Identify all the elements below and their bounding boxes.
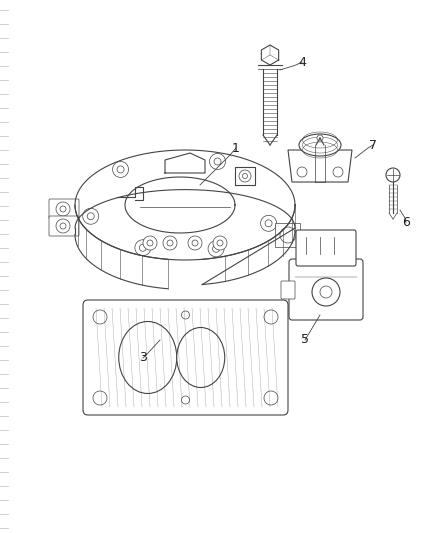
Circle shape — [134, 240, 151, 256]
Ellipse shape — [177, 327, 224, 387]
Circle shape — [112, 161, 128, 177]
Circle shape — [162, 236, 177, 250]
Circle shape — [208, 241, 223, 257]
Circle shape — [297, 167, 306, 177]
Ellipse shape — [298, 134, 340, 156]
Ellipse shape — [119, 321, 177, 393]
Circle shape — [311, 278, 339, 306]
Circle shape — [187, 236, 201, 250]
Text: 5: 5 — [300, 334, 308, 346]
Polygon shape — [287, 150, 351, 182]
Text: 3: 3 — [139, 351, 147, 365]
Circle shape — [82, 208, 99, 224]
Circle shape — [143, 236, 157, 250]
Polygon shape — [274, 223, 299, 247]
Circle shape — [316, 135, 322, 141]
Circle shape — [209, 154, 225, 169]
FancyBboxPatch shape — [288, 259, 362, 320]
Circle shape — [181, 311, 189, 319]
Circle shape — [332, 167, 342, 177]
Circle shape — [93, 310, 107, 324]
Text: 4: 4 — [297, 55, 305, 69]
Circle shape — [238, 170, 251, 182]
FancyBboxPatch shape — [295, 230, 355, 266]
FancyBboxPatch shape — [280, 281, 294, 299]
Circle shape — [263, 391, 277, 405]
Circle shape — [181, 396, 189, 404]
FancyBboxPatch shape — [49, 199, 79, 219]
Circle shape — [263, 310, 277, 324]
Text: 6: 6 — [401, 215, 409, 229]
Circle shape — [260, 215, 276, 231]
FancyBboxPatch shape — [49, 216, 79, 236]
Text: 1: 1 — [232, 141, 240, 155]
Text: 7: 7 — [368, 139, 376, 151]
Circle shape — [212, 236, 226, 250]
FancyBboxPatch shape — [83, 300, 287, 415]
Circle shape — [93, 391, 107, 405]
Circle shape — [385, 168, 399, 182]
